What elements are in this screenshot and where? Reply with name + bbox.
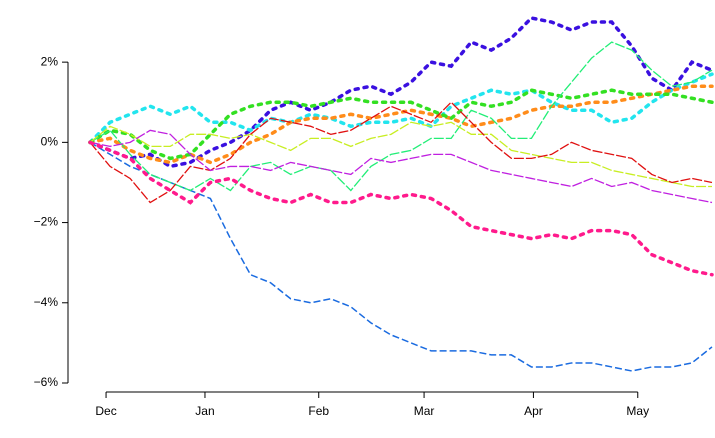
series-line — [89, 41, 713, 192]
series-line — [88, 140, 714, 277]
x-tick-label: Feb — [308, 404, 329, 418]
x-tick-label: Apr — [524, 404, 543, 418]
series-line — [88, 16, 714, 169]
series-line — [88, 88, 714, 161]
series-line — [89, 141, 713, 372]
series-line — [88, 84, 714, 165]
y-tick-label: 0% — [41, 135, 59, 149]
y-tick-label: −4% — [34, 295, 59, 309]
x-tick-label: May — [626, 404, 649, 418]
series-line — [89, 121, 712, 188]
y-tick-label: −6% — [34, 375, 59, 389]
x-tick-label: Jan — [195, 404, 214, 418]
series-line — [89, 101, 713, 204]
x-tick-label: Mar — [414, 404, 435, 418]
series-line — [88, 72, 714, 145]
x-tick-label: Dec — [95, 404, 116, 418]
series-line — [89, 129, 713, 204]
y-tick-label: −2% — [34, 215, 59, 229]
y-tick-label: 2% — [41, 54, 59, 68]
